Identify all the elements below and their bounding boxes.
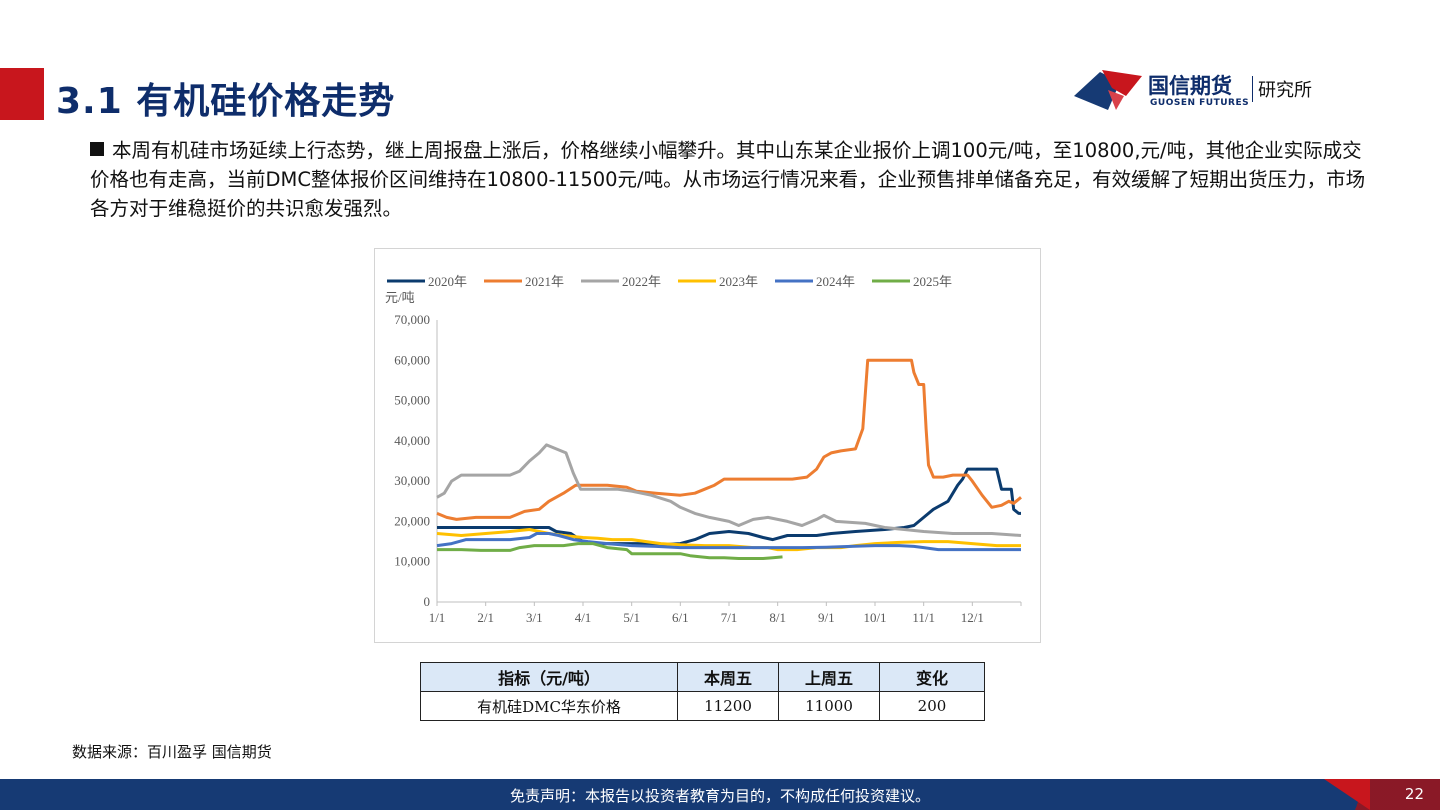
series-line-2024年	[436, 532, 1021, 552]
table-header-cell: 指标（元/吨）	[420, 662, 678, 692]
title-accent-bar	[0, 68, 44, 120]
legend-label: 2023年	[719, 274, 758, 289]
y-tick-label: 60,000	[394, 352, 430, 367]
x-tick-label: 11/1	[912, 610, 935, 625]
summary-paragraph: 本周有机硅市场延续上行态势，继上周报盘上涨后，价格继续小幅攀升。其中山东某企业报…	[90, 136, 1370, 223]
y-axis-unit-label: 元/吨	[385, 290, 415, 305]
footer-bar: 免责声明：本报告以投资者教育为目的，不构成任何投资建议。 22	[0, 779, 1440, 810]
table-header-cell: 上周五	[778, 662, 880, 692]
data-source: 数据来源：百川盈孚 国信期货	[72, 743, 272, 761]
legend-label: 2022年	[622, 274, 661, 289]
y-tick-label: 50,000	[394, 393, 430, 408]
logo-name-en: GUOSEN FUTURES	[1150, 98, 1250, 108]
table-row: 有机硅DMC华东价格 11200 11000 200	[420, 691, 985, 721]
bullet-square-icon	[90, 142, 104, 156]
y-tick-label: 20,000	[394, 513, 430, 528]
y-tick-label: 40,000	[394, 433, 430, 448]
footer-accent-triangle	[1324, 779, 1370, 810]
table-cell: 11000	[778, 691, 880, 721]
y-tick-label: 70,000	[394, 312, 430, 327]
price-chart: 0 10,000 20,000 30,000 40,000 50,000 60,000 70,…	[374, 248, 1041, 643]
x-tick-label: 9/1	[818, 610, 835, 625]
legend-label: 2024年	[816, 274, 855, 289]
logo-name-cn: 国信期货	[1148, 74, 1232, 98]
x-tick-label: 4/1	[575, 610, 592, 625]
price-table: 指标（元/吨） 本周五 上周五 变化 有机硅DMC华东价格 11200 1100…	[420, 662, 985, 721]
table-cell: 200	[879, 691, 985, 721]
y-tick-label: 30,000	[394, 473, 430, 488]
table-cell: 11200	[677, 691, 779, 721]
logo-divider	[1252, 76, 1253, 102]
table-header-cell: 本周五	[677, 662, 779, 692]
y-tick-label: 10,000	[394, 554, 430, 569]
series-line-2025年	[437, 542, 783, 560]
company-logo: 国信期货 GUOSEN FUTURES 研究所	[1072, 66, 1372, 116]
price-line-chart: 0 10,000 20,000 30,000 40,000 50,000 60,000 70,…	[385, 274, 1022, 625]
x-tick-label: 7/1	[721, 610, 738, 625]
series-line-2021年	[436, 358, 1022, 521]
x-tick-label: 1/1	[429, 610, 446, 625]
x-tick-label: 2/1	[477, 610, 494, 625]
x-tick-label: 12/1	[961, 610, 984, 625]
legend-label: 2021年	[525, 274, 564, 289]
x-tick-label: 8/1	[769, 610, 786, 625]
logo-department: 研究所	[1258, 80, 1312, 101]
table-cell: 有机硅DMC华东价格	[420, 691, 678, 721]
table-header-row: 指标（元/吨） 本周五 上周五 变化	[420, 662, 985, 692]
x-tick-label: 5/1	[623, 610, 640, 625]
page-title: 3.1 有机硅价格走势	[56, 81, 396, 122]
logo-mark-icon	[1074, 70, 1142, 110]
series-line-2022年	[436, 443, 1022, 537]
table-header-cell: 变化	[879, 662, 985, 692]
page-number: 22	[1404, 785, 1424, 803]
y-tick-label: 0	[424, 594, 431, 609]
x-tick-label: 6/1	[672, 610, 689, 625]
legend-label: 2025年	[913, 274, 952, 289]
legend-label: 2020年	[428, 274, 467, 289]
footer-disclaimer: 免责声明：本报告以投资者教育为目的，不构成任何投资建议。	[509, 787, 930, 805]
x-tick-label: 10/1	[863, 610, 886, 625]
summary-text: 本周有机硅市场延续上行态势，继上周报盘上涨后，价格继续小幅攀升。其中山东某企业报…	[90, 139, 1366, 220]
x-tick-label: 3/1	[526, 610, 543, 625]
